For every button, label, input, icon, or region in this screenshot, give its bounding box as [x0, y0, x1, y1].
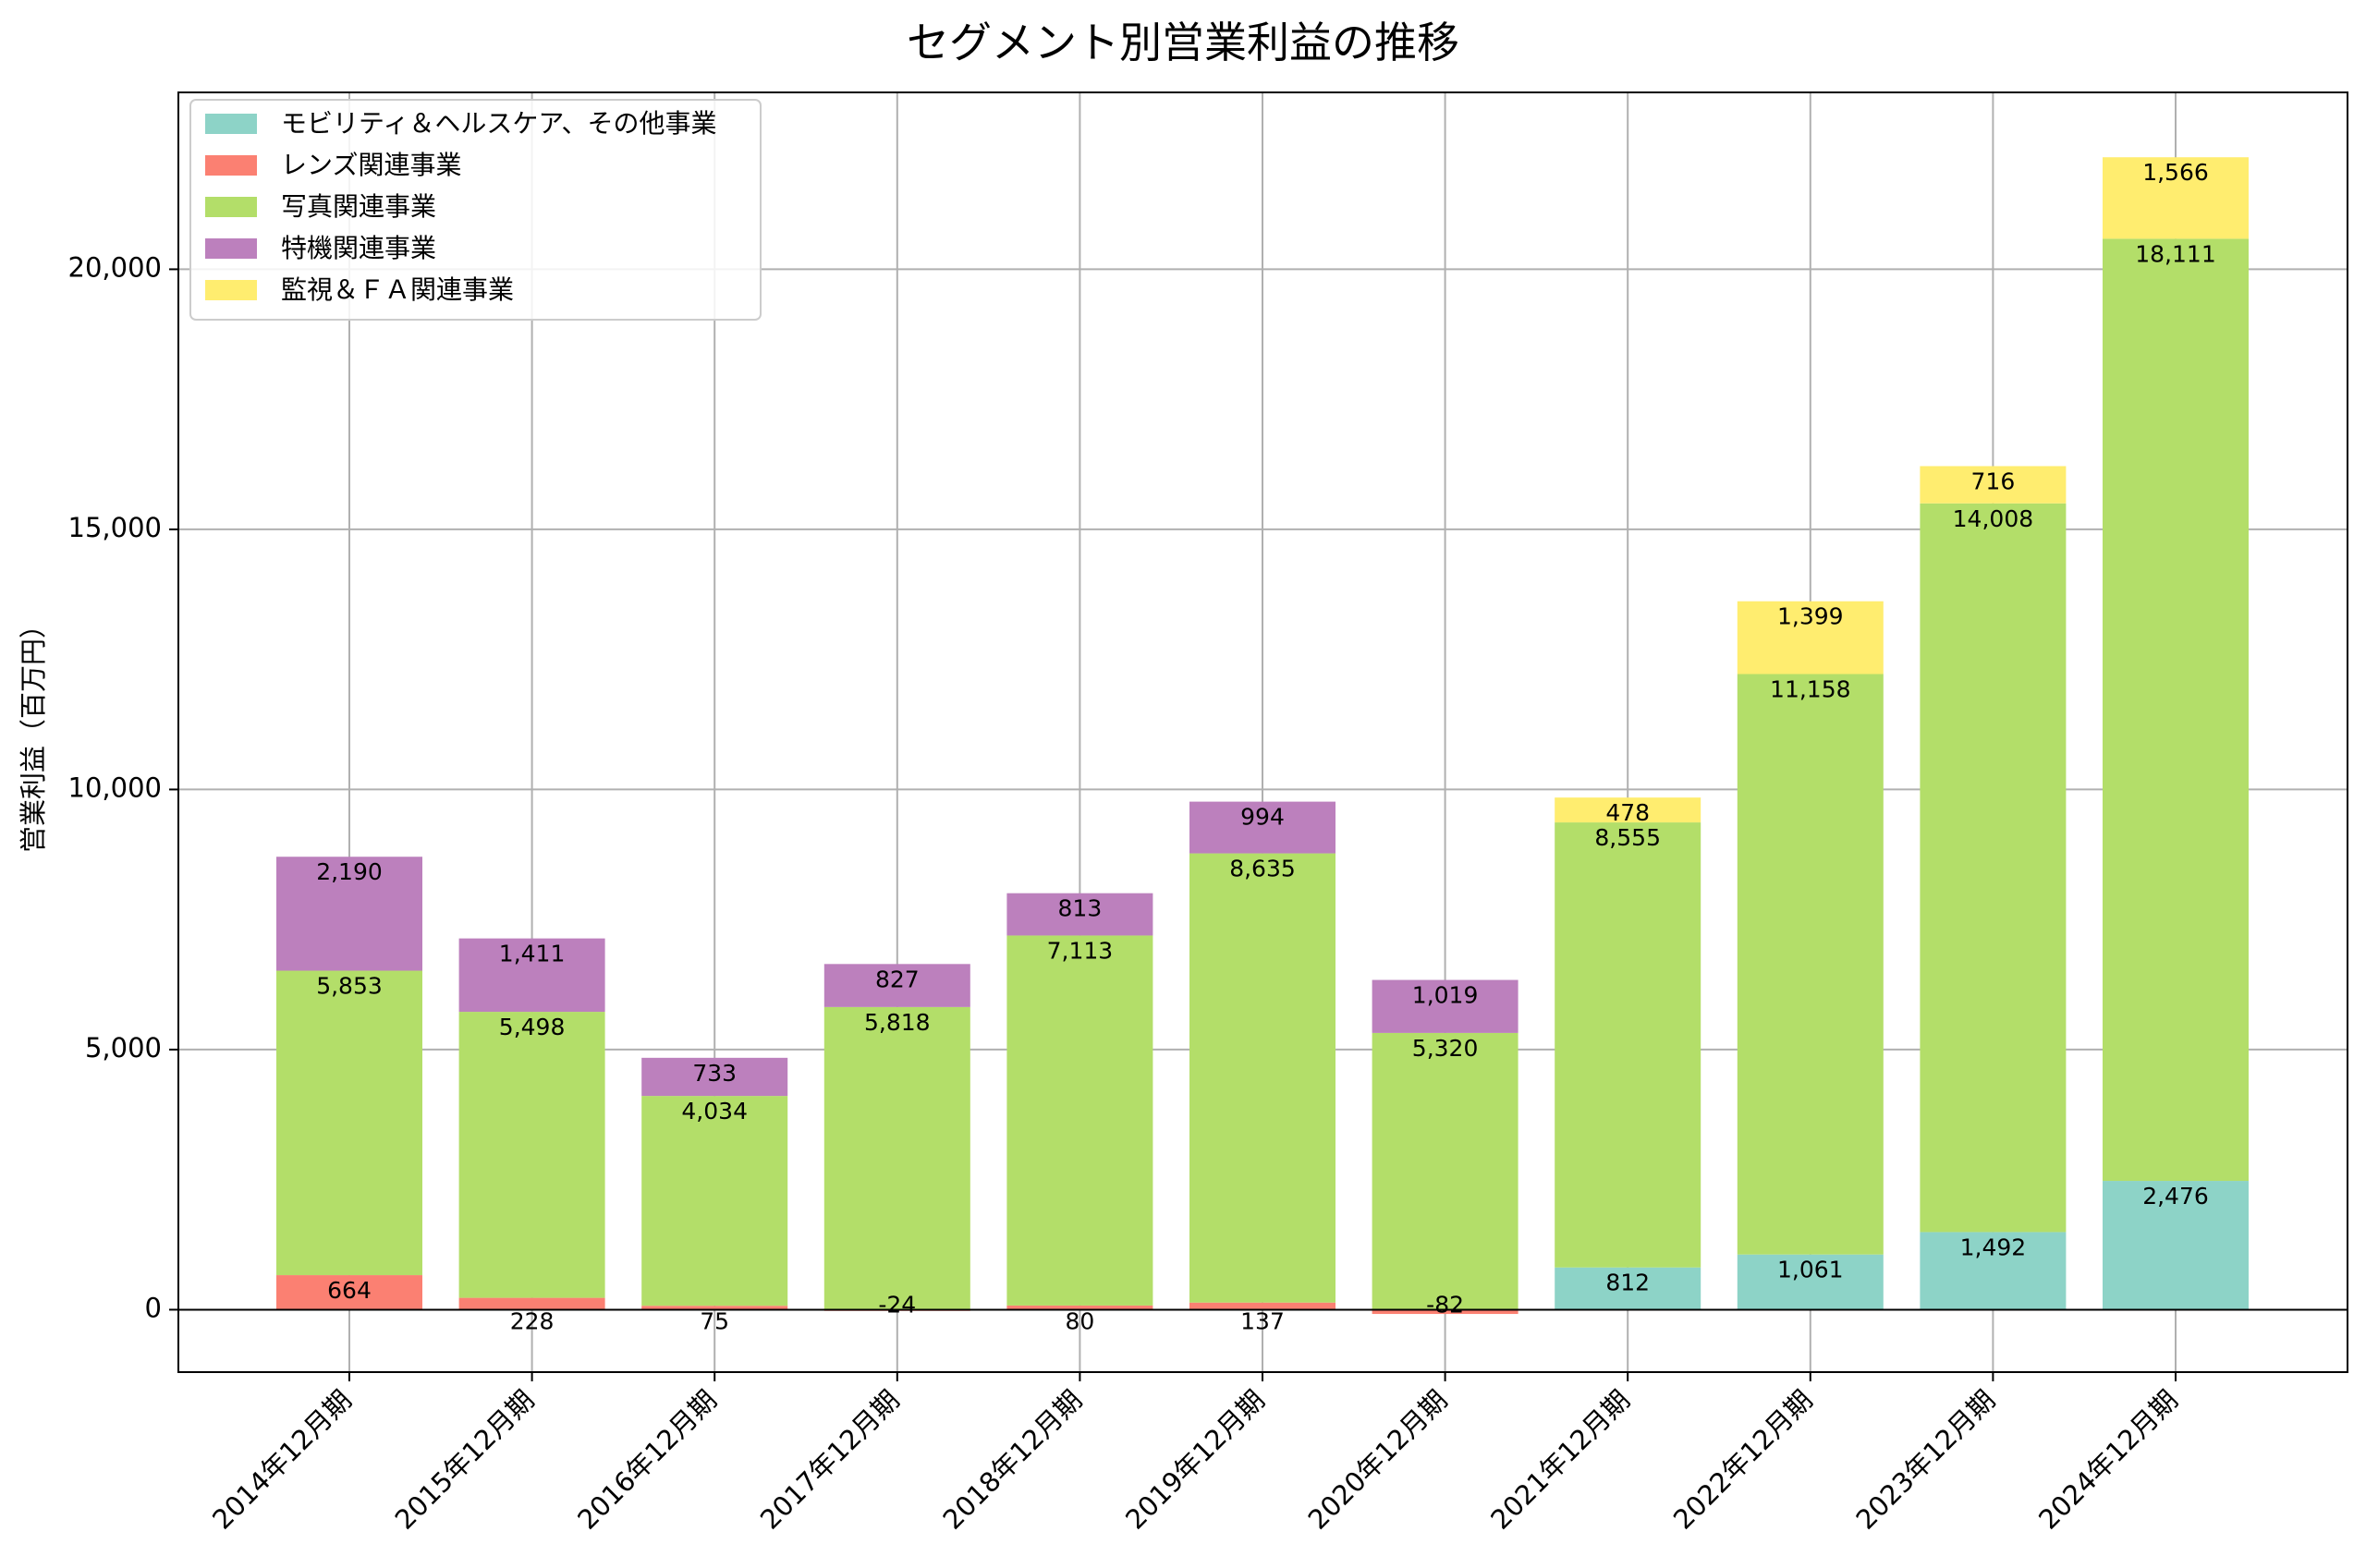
- bar-segment: [1920, 503, 2067, 1233]
- data-label: 75: [700, 1307, 729, 1334]
- x-tick-label: 2023年12月期: [1849, 1384, 2001, 1536]
- data-label: 5,320: [1412, 1035, 1479, 1062]
- y-tick-label: 15,000: [68, 512, 162, 543]
- data-label: 2,476: [2142, 1183, 2209, 1209]
- data-label: 7,113: [1047, 937, 1114, 964]
- bar-segment: [641, 1306, 788, 1310]
- data-label: 5,818: [864, 1009, 931, 1036]
- chart-title: セグメント別営業利益の推移: [907, 18, 1459, 67]
- bar-segment: [1737, 1254, 1884, 1310]
- x-tick-label: 2018年12月期: [936, 1384, 1088, 1536]
- bar-segment: [1920, 1232, 2067, 1310]
- x-tick-label: 2014年12月期: [206, 1384, 358, 1536]
- bar-segment: [1555, 797, 1701, 823]
- data-label: -82: [1426, 1291, 1464, 1318]
- data-label: 994: [1240, 804, 1285, 831]
- bar-segment: [1006, 893, 1153, 936]
- bar-segment: [276, 970, 422, 1276]
- legend-label: モビリティ＆ヘルスケア、その他事業: [281, 108, 717, 139]
- legend-swatch: [205, 155, 257, 176]
- y-tick-label: 5,000: [85, 1032, 162, 1064]
- y-tick-label: 20,000: [68, 251, 162, 283]
- y-axis-label: 営業利益（百万円）: [18, 612, 49, 853]
- legend: モビリティ＆ヘルスケア、その他事業レンズ関連事業写真関連事業特機関連事業監視＆Ｆ…: [189, 99, 762, 321]
- bar-segment: [1737, 601, 1884, 675]
- bar-segment: [641, 1096, 788, 1307]
- legend-label: 監視＆ＦＡ関連事業: [281, 274, 514, 305]
- data-label: 812: [1605, 1270, 1650, 1296]
- data-label: 11,158: [1770, 675, 1850, 702]
- labels-layer: 664 5,853 2,190 228 5,498 1,411 75 4,034 733 -24 5…: [316, 159, 2216, 1334]
- legend-label: 写真関連事業: [281, 191, 436, 222]
- legend-swatch: [205, 197, 257, 217]
- data-label: 5,853: [316, 973, 383, 1000]
- y-tick-label: 0: [145, 1292, 162, 1323]
- data-label: 137: [1240, 1307, 1285, 1334]
- bar-segment: [1920, 466, 2067, 504]
- data-label: 813: [1058, 895, 1103, 922]
- data-label: 80: [1065, 1307, 1094, 1334]
- data-label: 1,399: [1777, 603, 1844, 630]
- legend-swatch: [205, 238, 257, 259]
- y-tick-label: 10,000: [68, 772, 162, 803]
- data-label: 228: [510, 1307, 555, 1334]
- bar-segment: [1372, 1309, 1518, 1315]
- bar-segment: [1372, 979, 1518, 1033]
- bar-segment: [2103, 1181, 2249, 1310]
- bar-segment: [823, 964, 970, 1007]
- bar-segment: [458, 1012, 605, 1298]
- bars-layer: [276, 157, 2249, 1315]
- bar-segment: [1737, 674, 1884, 1255]
- bar-segment: [641, 1057, 788, 1097]
- x-tick-label: 2024年12月期: [2032, 1384, 2184, 1536]
- data-label: 827: [875, 966, 920, 992]
- data-label: 5,498: [499, 1014, 566, 1040]
- bar-segment: [276, 857, 422, 971]
- x-tick-label: 2016年12月期: [571, 1384, 723, 1536]
- legend-label: レンズ関連事業: [281, 150, 461, 180]
- data-label: 478: [1605, 799, 1650, 826]
- data-label: 1,019: [1412, 982, 1479, 1009]
- legend-box: [189, 99, 762, 321]
- legend-swatch: [205, 280, 257, 300]
- bar-segment: [1372, 1032, 1518, 1310]
- bar-segment: [2103, 157, 2249, 239]
- x-tick-label: 2017年12月期: [754, 1384, 906, 1536]
- bar-segment: [1189, 1302, 1335, 1310]
- data-label: 14,008: [1953, 505, 2033, 532]
- bar-segment: [458, 1297, 605, 1310]
- x-tick-label: 2015年12月期: [389, 1384, 541, 1536]
- bar-segment: [1006, 935, 1153, 1306]
- legend-swatch: [205, 114, 257, 134]
- bar-segment: [276, 1275, 422, 1310]
- bar-segment: [458, 938, 605, 1013]
- data-label: 1,492: [1960, 1234, 2027, 1260]
- data-label: 18,111: [2135, 240, 2215, 267]
- data-label: 8,635: [1229, 856, 1296, 882]
- data-label: 1,566: [2142, 159, 2209, 186]
- data-label: -24: [878, 1291, 916, 1318]
- bar-segment: [1555, 1267, 1701, 1310]
- data-label: 733: [692, 1060, 737, 1087]
- legend-label: 特機関連事業: [281, 233, 436, 263]
- data-label: 1,411: [499, 941, 566, 967]
- data-label: 664: [327, 1277, 372, 1304]
- x-tick-label: 2020年12月期: [1302, 1384, 1454, 1536]
- bar-segment: [823, 1006, 970, 1310]
- data-label: 716: [1971, 468, 2016, 494]
- data-label: 2,190: [316, 858, 383, 885]
- x-tick-label: 2019年12月期: [1119, 1384, 1271, 1536]
- data-label: 1,061: [1777, 1257, 1844, 1283]
- bar-segment: [1006, 1305, 1153, 1310]
- bar-segment: [1555, 822, 1701, 1268]
- x-tick-label: 2021年12月期: [1484, 1384, 1636, 1536]
- bar-segment: [1189, 853, 1335, 1303]
- bar-segment: [2103, 238, 2249, 1182]
- data-label: 8,555: [1594, 824, 1661, 851]
- bar-segment: [1189, 801, 1335, 854]
- x-tick-label: 2022年12月期: [1667, 1384, 1819, 1536]
- data-label: 4,034: [681, 1098, 748, 1124]
